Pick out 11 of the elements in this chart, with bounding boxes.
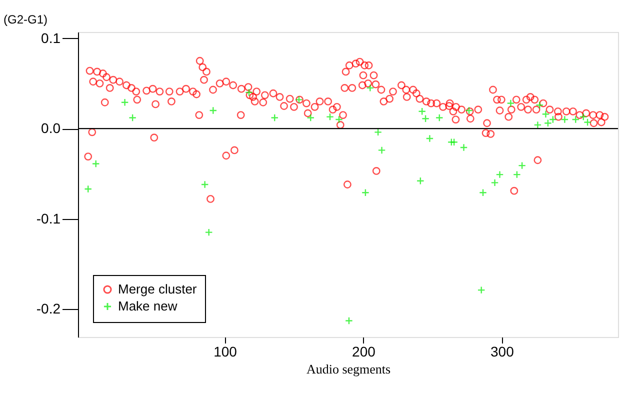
y-axis-title: (G2-G1) xyxy=(4,12,48,26)
y-tick-label: 0.0 xyxy=(41,120,61,136)
x-tick-label: 300 xyxy=(490,344,514,360)
y-tick-label: -0.2 xyxy=(36,300,61,317)
x-tick-label: 100 xyxy=(214,344,238,360)
y-tick-label: 0.1 xyxy=(41,30,61,46)
y-tick-label: -0.1 xyxy=(36,210,61,226)
x-axis-title: Audio segments xyxy=(306,362,391,376)
legend-label: Make new xyxy=(118,298,178,314)
legend-label: Merge cluster xyxy=(118,282,198,296)
x-tick-label: 200 xyxy=(352,344,376,360)
